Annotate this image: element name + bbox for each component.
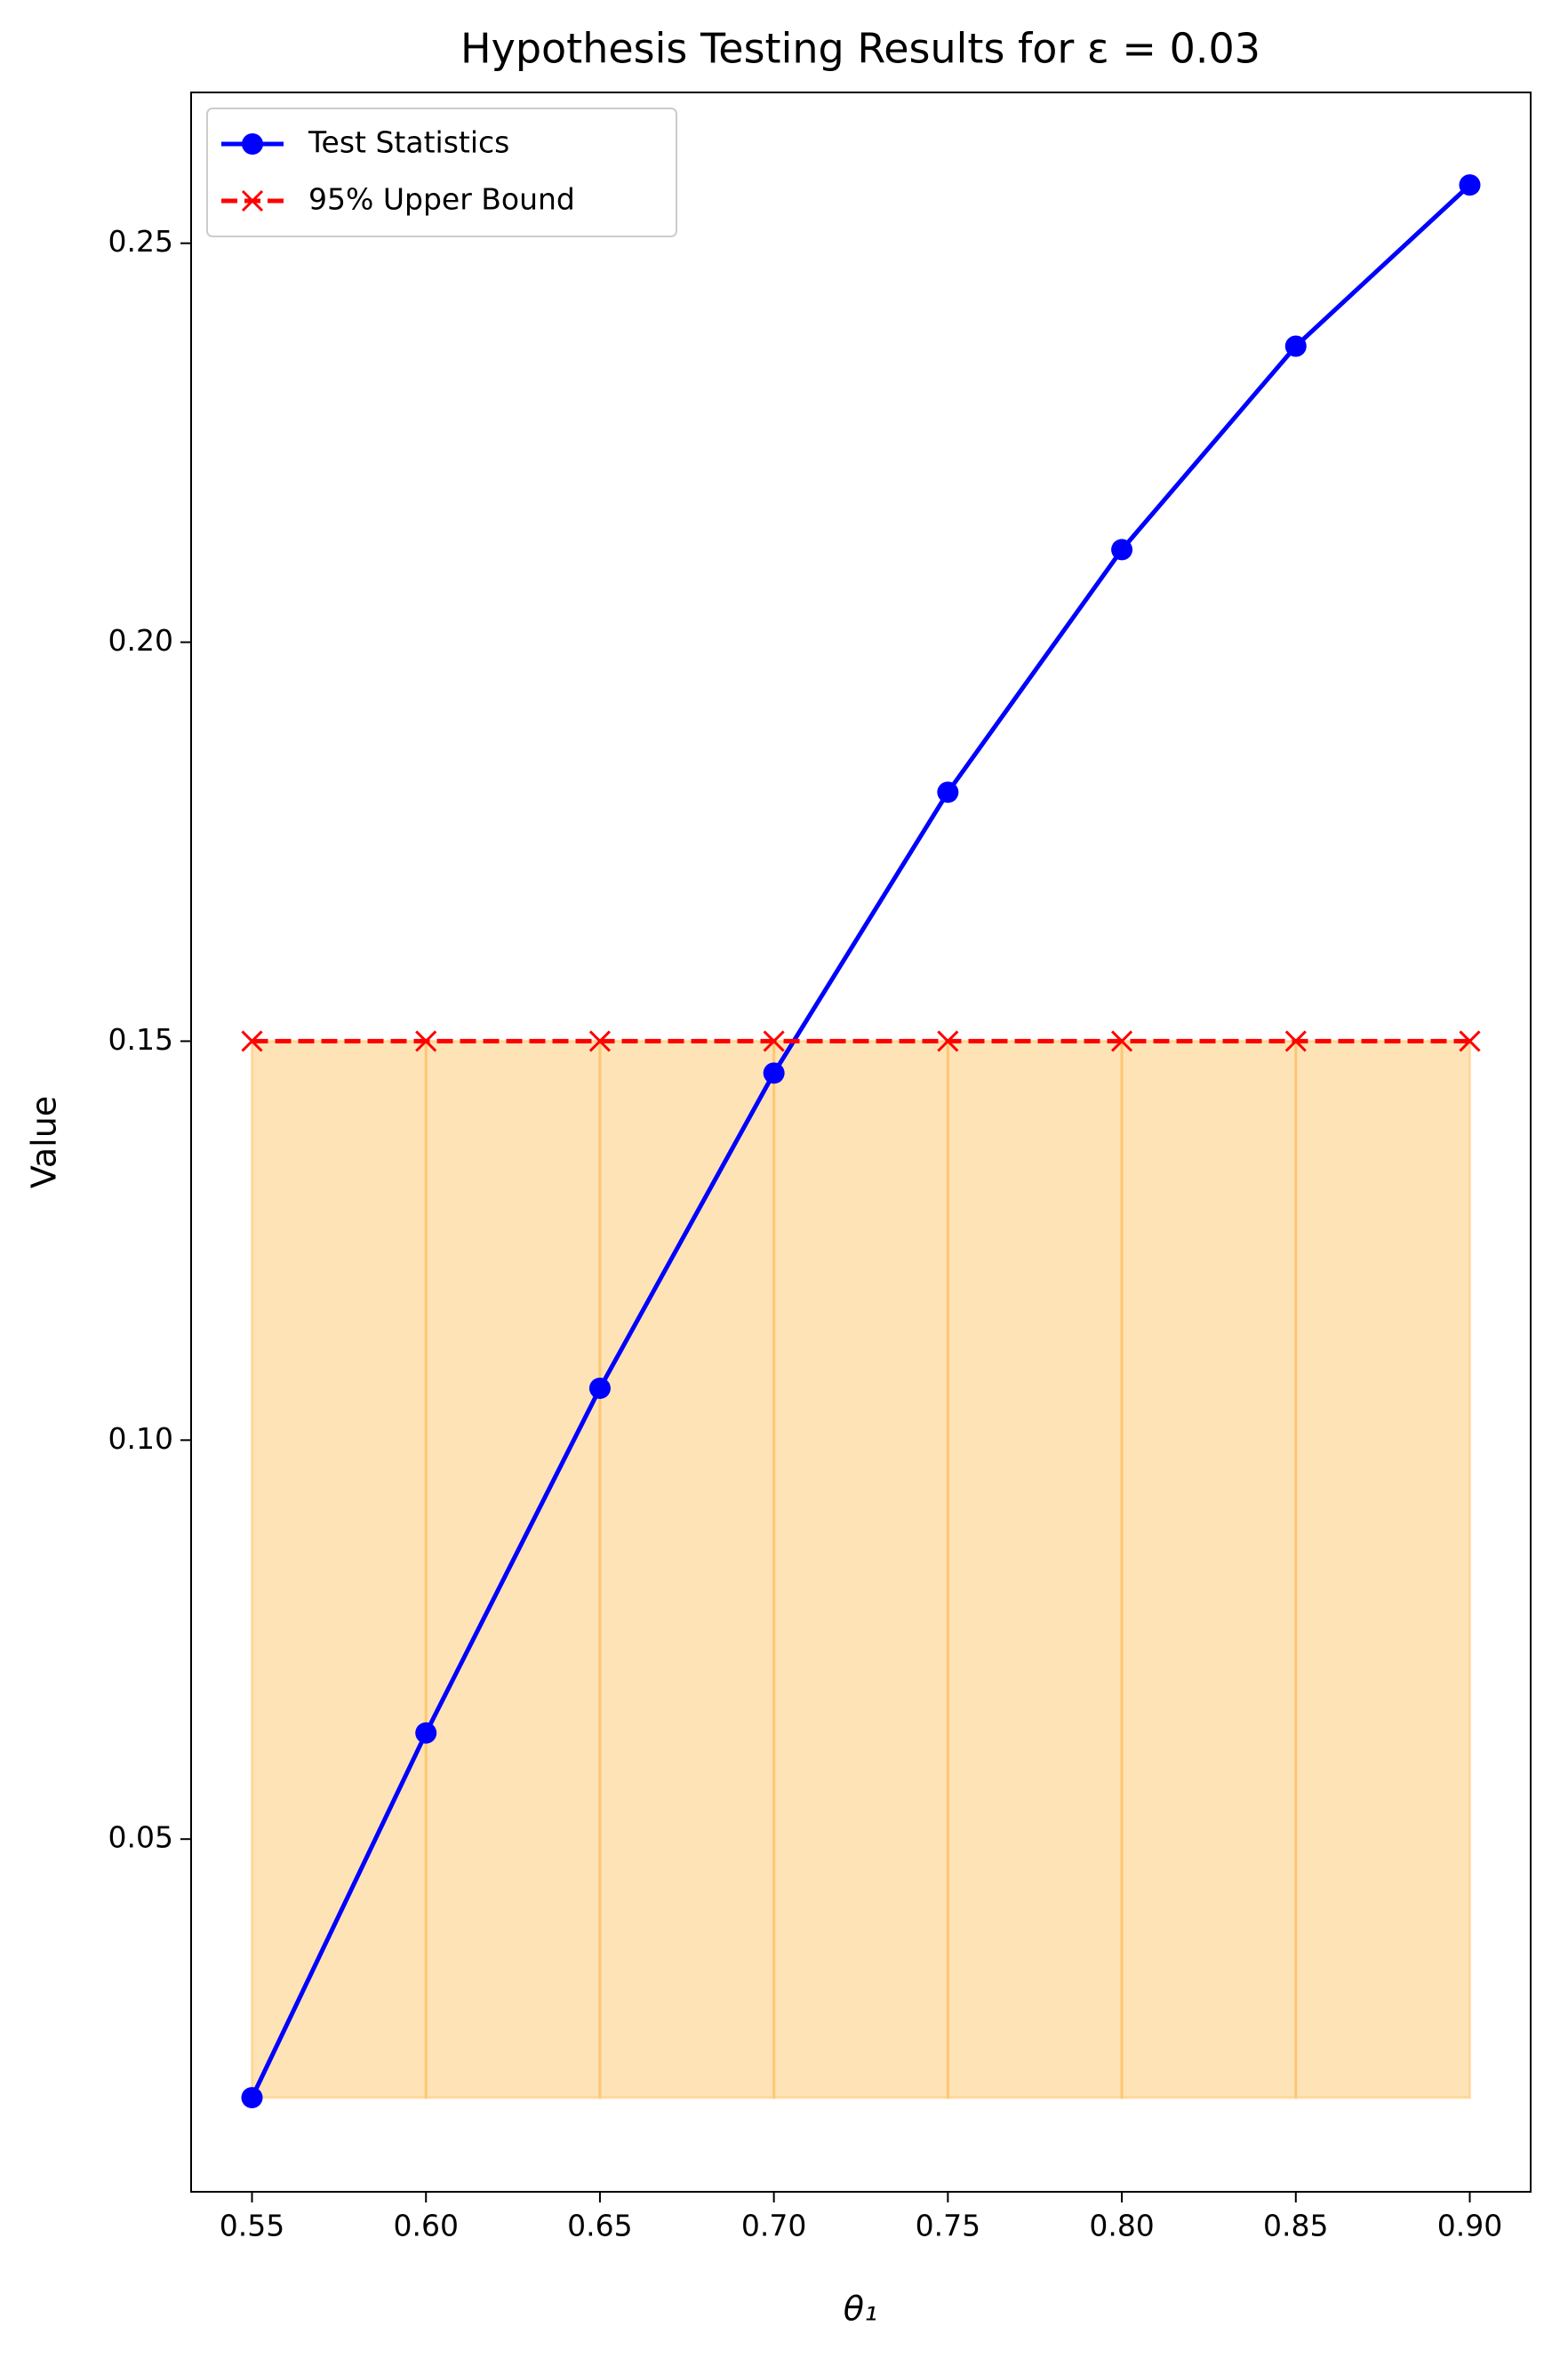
point-marker (1111, 1030, 1133, 1052)
point-marker (937, 781, 959, 803)
y-tick-label: 0.05 (108, 1820, 173, 1855)
point-marker (763, 1062, 785, 1084)
point-marker (763, 1030, 785, 1052)
legend-marker (241, 189, 264, 212)
x-tick-label: 0.60 (393, 2209, 458, 2243)
legend-label: 95% Upper Bound (308, 182, 575, 217)
legend-box (206, 108, 677, 237)
point-marker (241, 1030, 263, 1052)
point-marker (1284, 1030, 1307, 1052)
chart-title: Hypothesis Testing Results for ε = 0.03 (460, 25, 1260, 73)
x-tick-label: 0.70 (741, 2209, 806, 2243)
fill-area (598, 1039, 776, 2099)
x-tick-label: 0.80 (1089, 2209, 1154, 2243)
point-marker (1459, 174, 1481, 196)
legend-label: Test Statistics (308, 125, 509, 160)
x-tick-label: 0.75 (916, 2209, 980, 2243)
y-tick-label: 0.20 (108, 623, 173, 658)
fill-area (946, 1039, 1124, 2099)
point-marker (937, 1030, 959, 1052)
fill-area (1120, 1039, 1298, 2099)
point-marker (588, 1377, 611, 1399)
point-marker (1284, 335, 1307, 357)
plot-frame (190, 92, 1532, 2193)
x-axis-label: θ₁ (844, 2290, 877, 2329)
y-tick-label: 0.25 (108, 224, 173, 259)
y-tick-label: 0.15 (108, 1022, 173, 1057)
series-line (250, 183, 1472, 2099)
legend-marker (242, 133, 263, 155)
y-axis-label: Value (25, 1096, 64, 1188)
point-marker (415, 1030, 437, 1052)
x-tick-label: 0.65 (567, 2209, 632, 2243)
fill-area (424, 1039, 602, 2099)
point-marker (241, 2087, 263, 2109)
x-tick-label: 0.85 (1263, 2209, 1328, 2243)
point-marker (415, 1722, 437, 1744)
x-tick-label: 0.55 (220, 2209, 284, 2243)
point-marker (1111, 539, 1133, 561)
x-tick-label: 0.90 (1437, 2209, 1502, 2243)
point-marker (588, 1030, 611, 1052)
y-tick-label: 0.10 (108, 1421, 173, 1456)
point-marker (1459, 1030, 1481, 1052)
fill-area (251, 1039, 428, 2099)
fill-area (772, 1039, 949, 2099)
fill-area (1294, 1039, 1471, 2099)
